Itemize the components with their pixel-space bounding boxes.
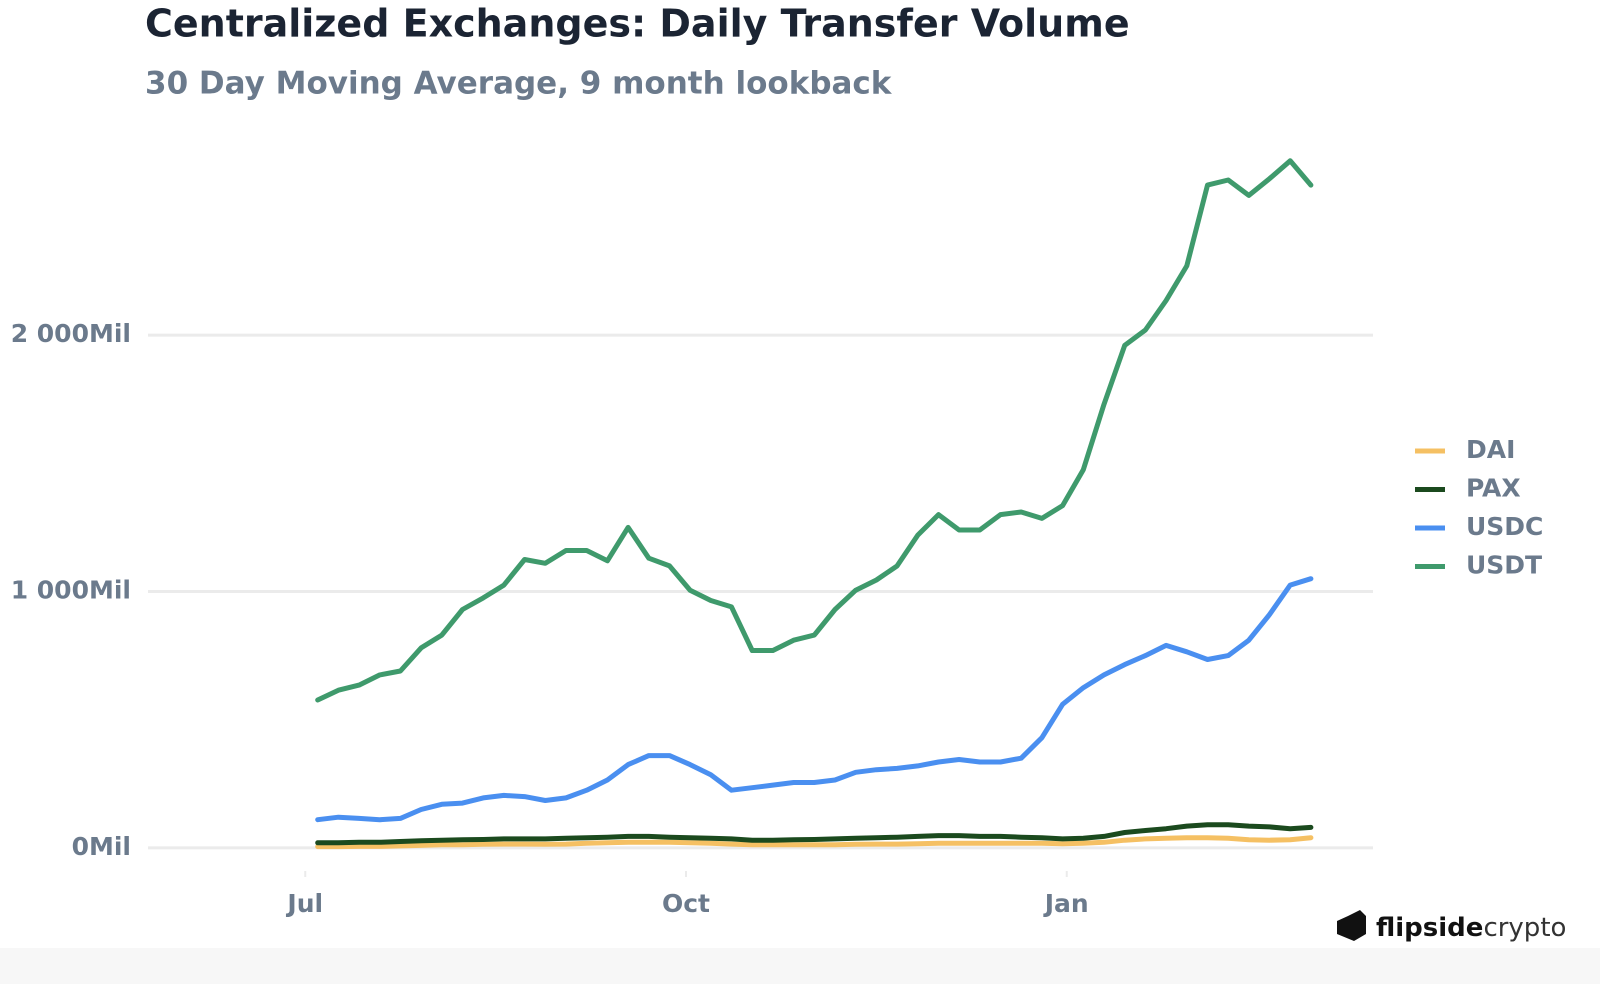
y-tick-label: 2 000Mil xyxy=(11,319,131,348)
legend-label: DAI xyxy=(1466,435,1515,464)
legend-label: USDT xyxy=(1466,551,1542,580)
y-tick-label: 0Mil xyxy=(72,832,131,861)
x-tick-label: Oct xyxy=(662,889,710,918)
y-tick-label: 1 000Mil xyxy=(11,576,131,605)
legend-label: PAX xyxy=(1466,474,1521,503)
series-line xyxy=(315,158,1314,703)
watermark: flipsidecrypto xyxy=(1337,910,1566,943)
chart-title: Centralized Exchanges: Daily Transfer Vo… xyxy=(145,2,1130,46)
footer-band xyxy=(0,948,1600,984)
watermark-logo xyxy=(1337,910,1366,941)
series-line xyxy=(315,835,1314,850)
watermark-light: crypto xyxy=(1483,913,1566,943)
x-tick-label: Jan xyxy=(1043,889,1089,918)
watermark-text: flipsidecrypto xyxy=(1376,913,1566,943)
series-line xyxy=(315,822,1314,846)
chart-subtitle: 30 Day Moving Average, 9 month lookback xyxy=(145,66,893,102)
series-line xyxy=(315,576,1314,823)
x-tick-label: Jul xyxy=(285,889,323,918)
legend-label: USDC xyxy=(1466,512,1543,541)
watermark-bold: flipside xyxy=(1376,913,1483,943)
